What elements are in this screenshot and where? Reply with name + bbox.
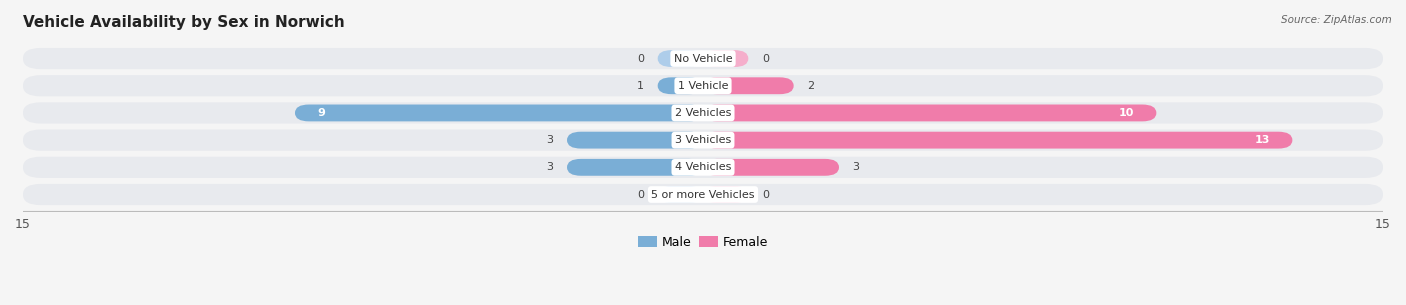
Text: 0: 0 xyxy=(762,54,769,63)
Text: 3: 3 xyxy=(852,162,859,172)
FancyBboxPatch shape xyxy=(703,77,793,94)
FancyBboxPatch shape xyxy=(658,77,703,94)
FancyBboxPatch shape xyxy=(658,50,703,67)
FancyBboxPatch shape xyxy=(22,48,1384,69)
FancyBboxPatch shape xyxy=(22,102,1384,124)
FancyBboxPatch shape xyxy=(22,75,1384,96)
Text: 2: 2 xyxy=(807,81,814,91)
Text: 3: 3 xyxy=(547,135,554,145)
Text: Vehicle Availability by Sex in Norwich: Vehicle Availability by Sex in Norwich xyxy=(22,15,344,30)
FancyBboxPatch shape xyxy=(22,157,1384,178)
Text: 13: 13 xyxy=(1254,135,1270,145)
FancyBboxPatch shape xyxy=(703,132,1292,149)
FancyBboxPatch shape xyxy=(22,184,1384,205)
Text: 0: 0 xyxy=(637,189,644,199)
Text: Source: ZipAtlas.com: Source: ZipAtlas.com xyxy=(1281,15,1392,25)
Text: 3 Vehicles: 3 Vehicles xyxy=(675,135,731,145)
Legend: Male, Female: Male, Female xyxy=(633,231,773,254)
Text: No Vehicle: No Vehicle xyxy=(673,54,733,63)
Text: 3: 3 xyxy=(547,162,554,172)
FancyBboxPatch shape xyxy=(703,50,748,67)
Text: 0: 0 xyxy=(762,189,769,199)
FancyBboxPatch shape xyxy=(703,186,748,203)
FancyBboxPatch shape xyxy=(22,130,1384,151)
Text: 10: 10 xyxy=(1118,108,1133,118)
FancyBboxPatch shape xyxy=(567,132,703,149)
Text: 1 Vehicle: 1 Vehicle xyxy=(678,81,728,91)
FancyBboxPatch shape xyxy=(658,186,703,203)
Text: 1: 1 xyxy=(637,81,644,91)
Text: 0: 0 xyxy=(637,54,644,63)
FancyBboxPatch shape xyxy=(567,159,703,176)
Text: 9: 9 xyxy=(318,108,326,118)
Text: 5 or more Vehicles: 5 or more Vehicles xyxy=(651,189,755,199)
FancyBboxPatch shape xyxy=(703,159,839,176)
Text: 2 Vehicles: 2 Vehicles xyxy=(675,108,731,118)
FancyBboxPatch shape xyxy=(703,105,1156,121)
Text: 4 Vehicles: 4 Vehicles xyxy=(675,162,731,172)
FancyBboxPatch shape xyxy=(295,105,703,121)
